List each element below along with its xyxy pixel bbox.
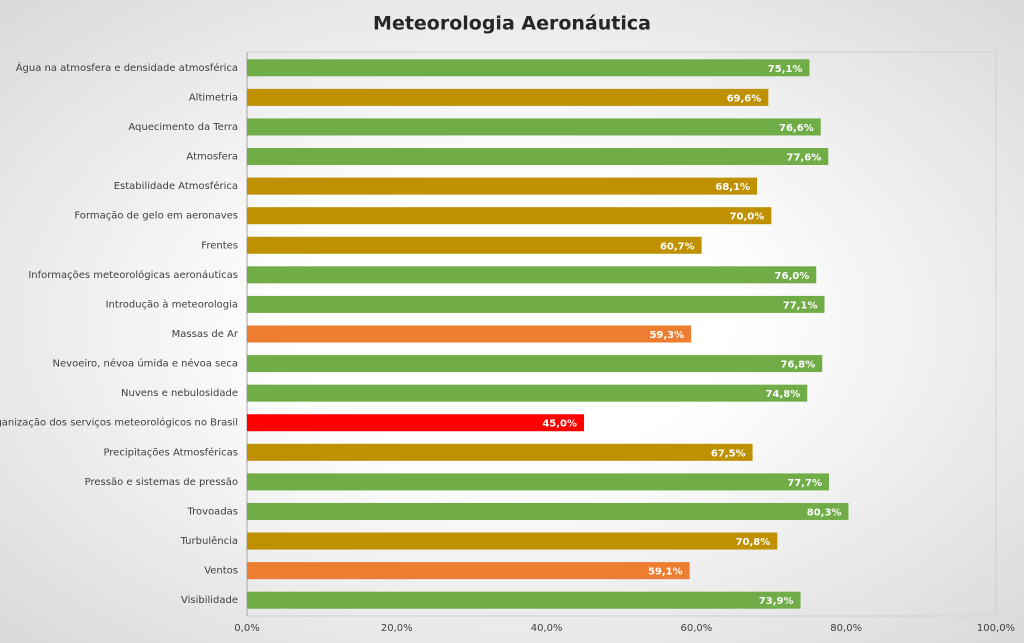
bar bbox=[247, 148, 829, 166]
x-tick-label: 80,0% bbox=[830, 623, 862, 634]
bar bbox=[247, 473, 829, 491]
value-label: 77,6% bbox=[787, 153, 822, 164]
bar bbox=[247, 443, 753, 461]
bar bbox=[247, 591, 801, 609]
value-label: 70,0% bbox=[730, 212, 765, 223]
value-label: 67,5% bbox=[711, 448, 746, 459]
y-tick-label: Massas de Ar bbox=[172, 329, 239, 340]
value-label: 77,7% bbox=[787, 478, 822, 489]
bar bbox=[247, 325, 692, 343]
y-tick-label: Água na atmosfera e densidade atmosféric… bbox=[16, 61, 238, 74]
bar bbox=[247, 295, 825, 313]
bar bbox=[247, 236, 702, 254]
bar bbox=[247, 266, 817, 284]
x-tick-label: 100,0% bbox=[977, 623, 1015, 634]
y-tick-label: Altimetria bbox=[189, 92, 238, 103]
value-label: 59,1% bbox=[648, 567, 683, 578]
y-tick-label: Nevoeiro, névoa úmida e névoa seca bbox=[53, 358, 238, 370]
y-tick-label: Estabilidade Atmosférica bbox=[114, 180, 238, 192]
y-tick-label: Introdução à meteorologia bbox=[106, 298, 238, 310]
y-tick-label: Atmosfera bbox=[186, 152, 238, 163]
value-label: 59,3% bbox=[649, 330, 684, 341]
value-label: 80,3% bbox=[807, 507, 842, 518]
bar bbox=[247, 177, 758, 195]
x-tick-label: 40,0% bbox=[531, 623, 563, 634]
value-label: 69,6% bbox=[727, 93, 762, 104]
bar bbox=[247, 355, 823, 373]
x-tick-label: 60,0% bbox=[681, 623, 713, 634]
bar bbox=[247, 118, 821, 136]
y-tick-label: Trovoadas bbox=[187, 506, 239, 517]
value-label: 74,8% bbox=[766, 389, 801, 400]
y-tick-label: Precipitações Atmosféricas bbox=[103, 446, 238, 458]
y-tick-label: Pressão e sistemas de pressão bbox=[85, 477, 238, 488]
bar bbox=[247, 384, 808, 402]
bar bbox=[247, 414, 585, 432]
bar bbox=[247, 502, 849, 520]
value-label: 77,1% bbox=[783, 300, 818, 311]
value-label: 68,1% bbox=[715, 182, 750, 193]
chart-title: Meteorologia Aeronáutica bbox=[373, 13, 651, 35]
bar bbox=[247, 562, 690, 580]
value-label: 73,9% bbox=[759, 596, 794, 607]
x-tick-label: 0,0% bbox=[234, 623, 259, 634]
y-tick-label: Aquecimento da Terra bbox=[128, 122, 238, 133]
x-tick-label: 20,0% bbox=[381, 623, 413, 634]
bar bbox=[247, 532, 778, 550]
value-label: 76,0% bbox=[775, 271, 810, 282]
y-tick-label: Informações meteorológicas aeronáuticas bbox=[28, 269, 238, 281]
bar bbox=[247, 59, 810, 77]
value-label: 60,7% bbox=[660, 241, 695, 252]
bar bbox=[247, 88, 769, 106]
value-label: 76,6% bbox=[779, 123, 814, 134]
bar bbox=[247, 207, 772, 225]
y-tick-label: Visibilidade bbox=[181, 595, 238, 606]
value-label: 45,0% bbox=[542, 419, 577, 430]
y-tick-label: Nuvens e nebulosidade bbox=[121, 388, 238, 399]
value-label: 70,8% bbox=[736, 537, 771, 548]
y-tick-label: Organização dos serviços meteorológicos … bbox=[0, 417, 238, 429]
value-label: 75,1% bbox=[768, 64, 803, 75]
y-tick-label: Turbulência bbox=[180, 535, 238, 547]
y-tick-label: Frentes bbox=[201, 240, 238, 251]
y-tick-label: Ventos bbox=[204, 566, 238, 577]
value-label: 76,8% bbox=[781, 360, 816, 371]
y-tick-label: Formação de gelo em aeronaves bbox=[74, 211, 238, 222]
